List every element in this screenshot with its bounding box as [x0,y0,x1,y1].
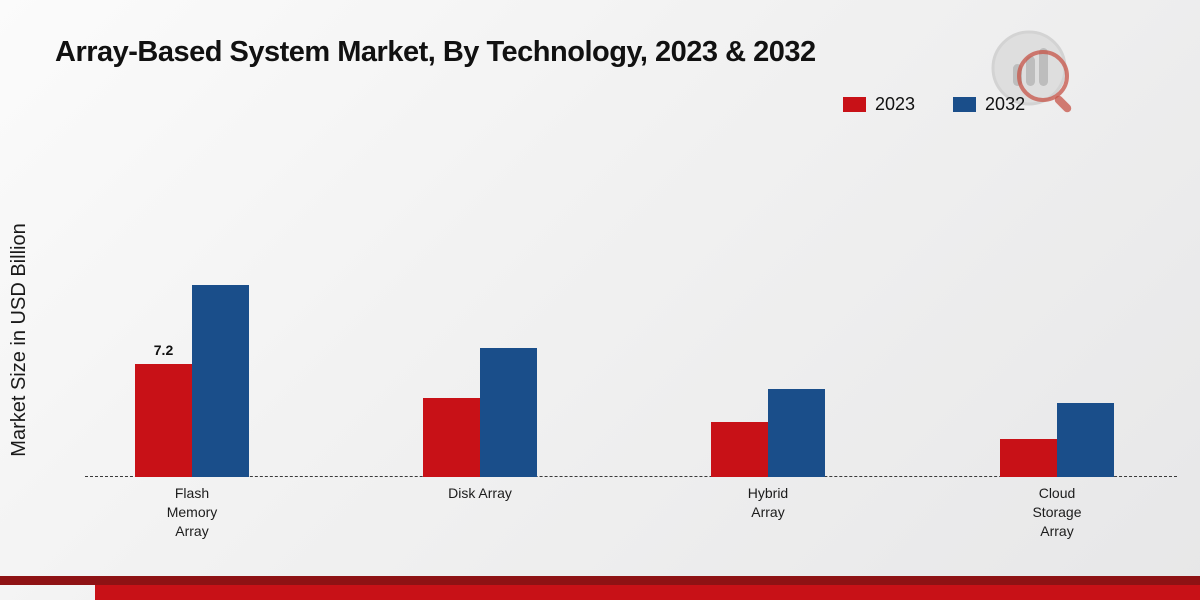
bar-2023-hybrid-array [711,422,768,477]
x-tick-label-flash-memory-array: Flash Memory Array [166,485,218,539]
bar-2032-cloud-storage-array [1057,403,1114,477]
x-tick-label-cloud-storage-array: Cloud Storage Array [1032,485,1082,539]
company-logo-icon [985,28,1080,118]
bar-2032-disk-array [480,348,537,477]
x-tick-label-disk-array: Disk Array [448,485,512,501]
plot-area: 7.2 [85,285,1177,477]
legend: 2023 2032 [843,94,1025,115]
bottom-accent-strip-bright [95,585,1200,600]
legend-label-2032: 2032 [985,94,1026,114]
x-tick-label-hybrid-array: Hybrid Array [747,485,789,520]
bar-value-label: 7.2 [153,342,174,358]
legend-label-2023: 2023 [875,94,916,114]
chart-title: Array-Based System Market, By Technology… [55,36,816,68]
bar-2023-disk-array [423,398,480,477]
bar-2023-flash-memory-array [135,364,192,477]
legend-item-2032: 2032 [953,94,1025,115]
bar-2023-cloud-storage-array [1000,439,1057,477]
bottom-accent-strip-dark [0,576,1200,585]
x-axis-line [85,476,1177,477]
bar-2032-flash-memory-array [192,285,249,477]
legend-item-2023: 2023 [843,94,915,115]
legend-swatch-2032 [953,97,977,112]
legend-swatch-2023 [843,97,866,112]
bar-2032-hybrid-array [768,389,825,477]
